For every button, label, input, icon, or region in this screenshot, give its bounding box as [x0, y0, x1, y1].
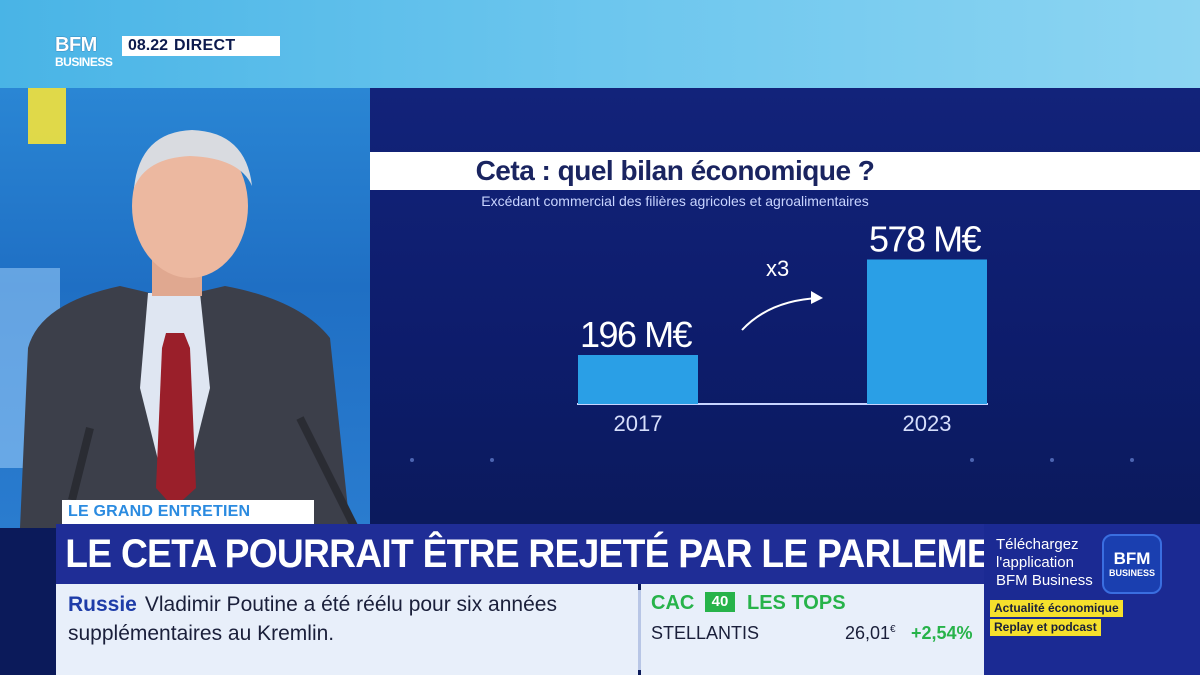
promo-line-3: BFM Business [996, 572, 1093, 589]
app-promo: Téléchargez l'application BFM Business B… [984, 524, 1200, 675]
logo-bfm: BFM [55, 34, 97, 56]
guest-illustration [20, 130, 359, 528]
guest-tie [156, 333, 196, 508]
promo-line-1: Téléchargez [996, 536, 1079, 553]
app-logo-bfm: BFM [1113, 549, 1151, 568]
chart-title-bar: Ceta : quel bilan économique ? [370, 152, 1200, 190]
market-index-number: 40 [705, 592, 735, 612]
microphone-right [296, 416, 359, 528]
growth-annotation: x3 [766, 256, 789, 281]
guest-face [132, 134, 248, 278]
app-logo-business: BUSINESS [1108, 568, 1155, 578]
stock-currency: € [890, 624, 896, 635]
stock-price: 26,01€ [845, 623, 896, 644]
studio-light [28, 88, 66, 144]
decor-dot [970, 458, 974, 462]
bar-value-label: 196 M€ [580, 314, 693, 355]
promo-tag-1: Actualité économique [990, 600, 1123, 617]
chart-subtitle: Excédant commercial des filières agricol… [481, 193, 869, 209]
guest-hair [134, 130, 252, 188]
live-clock: 08.22 DIRECT [122, 36, 280, 56]
news-ticker: Russie Vladimir Poutine a été réélu pour … [56, 584, 638, 675]
decor-dot [1130, 458, 1134, 462]
promo-tag-2: Replay et podcast [990, 619, 1101, 636]
segment-tag: LE GRAND ENTRETIEN [62, 500, 314, 524]
category-label: 2017 [614, 411, 663, 436]
decor-dot [490, 458, 494, 462]
bar-value-label: 578 M€ [869, 219, 982, 260]
market-index: CAC [651, 592, 695, 614]
chart-panel: Ceta : quel bilan économique ? Excédant … [370, 88, 1200, 528]
stock-price-value: 26,01 [845, 623, 891, 643]
bar [867, 259, 987, 404]
logo-business: BUSINESS [55, 55, 113, 69]
stock-name: STELLANTIS [651, 623, 760, 643]
category-label: 2023 [903, 411, 952, 436]
news-line-1: Russie Vladimir Poutine a été réélu pour … [68, 593, 557, 617]
promo-text: Téléchargez l'application BFM Business [996, 536, 1093, 590]
live-label: DIRECT [174, 37, 236, 54]
ticker-divider [638, 590, 641, 670]
chart-title: Ceta : quel bilan économique ? [475, 155, 875, 186]
app-logo-icon: BFM BUSINESS [1102, 534, 1162, 594]
growth-arrow [741, 297, 821, 331]
decor-dot [410, 458, 414, 462]
bar-chart: 196 M€ 2017 578 M€ 2023 x3 [577, 219, 988, 436]
segment-label: LE GRAND ENTRETIEN [68, 503, 251, 520]
headline-banner: LE CETA POURRAIT ÊTRE REJETÉ PAR LE PARL… [56, 524, 1040, 584]
news-text-1: Vladimir Poutine a été réélu pour six an… [144, 593, 557, 616]
growth-arrow-head [811, 291, 823, 304]
bar [578, 355, 698, 404]
clock-time: 08.22 [128, 37, 169, 54]
stock-change: +2,54% [911, 623, 973, 643]
news-line-2: supplémentaires au Kremlin. [68, 622, 335, 645]
news-topic: Russie [68, 593, 137, 616]
headline-text: LE CETA POURRAIT ÊTRE REJETÉ PAR LE PARL… [65, 531, 1040, 576]
market-ticker: CAC 40 LES TOPS STELLANTIS 26,01€ +2,54% [641, 584, 984, 675]
promo-line-2: l'application [996, 554, 1074, 571]
microphone-left [68, 427, 94, 501]
decor-dot [1050, 458, 1054, 462]
bfm-business-logo: BFM BUSINESS [55, 35, 117, 77]
market-heading: LES TOPS [747, 592, 846, 614]
